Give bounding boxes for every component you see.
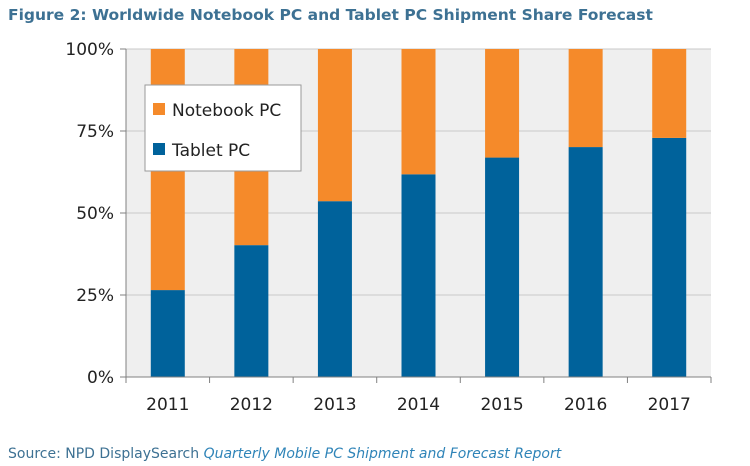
axes xyxy=(120,49,711,383)
bar-notebook-pc-2014 xyxy=(401,49,436,175)
x-tick-label: 2015 xyxy=(480,395,523,415)
legend-box xyxy=(144,84,302,172)
legend-label: Tablet PC xyxy=(171,141,250,161)
x-tick-label: 2017 xyxy=(648,395,691,415)
bar-tablet-pc-2011 xyxy=(150,290,185,377)
legend-label: Notebook PC xyxy=(172,101,281,121)
x-tick-label: 2016 xyxy=(564,395,607,415)
source-prefix: Source: NPD DisplaySearch xyxy=(8,446,200,462)
bar-tablet-pc-2016 xyxy=(568,147,603,377)
bar-tablet-pc-2015 xyxy=(485,157,520,377)
x-tick-label: 2011 xyxy=(146,395,189,415)
bar-tablet-pc-2012 xyxy=(234,245,269,377)
bar-tablet-pc-2017 xyxy=(652,137,687,377)
x-tick-label: 2013 xyxy=(313,395,356,415)
y-tick-label: 100% xyxy=(65,40,114,60)
y-tick-label: 50% xyxy=(76,204,114,224)
chart-title: Figure 2: Worldwide Notebook PC and Tabl… xyxy=(8,6,653,24)
source-note: Source: NPD DisplaySearch Quarterly Mobi… xyxy=(8,446,561,462)
legend-swatch xyxy=(153,103,165,115)
bar-notebook-pc-2017 xyxy=(652,49,687,138)
bar-notebook-pc-2013 xyxy=(317,49,352,202)
x-tick-label: 2012 xyxy=(230,395,273,415)
legend: Notebook PC Tablet PC xyxy=(144,84,302,172)
bar-tablet-pc-2014 xyxy=(401,174,436,377)
stacked-bar-chart: 0% 25% 50% 75% 100% 2011 2012 2013 2014 2015 2016… xyxy=(65,40,712,415)
x-axis-ticks: 2011 2012 2013 2014 2015 2016 2017 xyxy=(146,377,712,415)
y-tick-label: 75% xyxy=(76,122,114,142)
y-axis-ticks: 0% 25% 50% 75% 100% xyxy=(65,40,126,388)
bar-notebook-pc-2015 xyxy=(485,49,520,158)
source-report-link[interactable]: Quarterly Mobile PC Shipment and Forecas… xyxy=(203,446,562,462)
y-tick-label: 0% xyxy=(87,368,114,388)
x-tick-label: 2014 xyxy=(397,395,440,415)
legend-swatch xyxy=(153,143,165,155)
bar-notebook-pc-2016 xyxy=(568,49,603,148)
y-tick-label: 25% xyxy=(76,286,114,306)
bar-tablet-pc-2013 xyxy=(317,201,352,377)
